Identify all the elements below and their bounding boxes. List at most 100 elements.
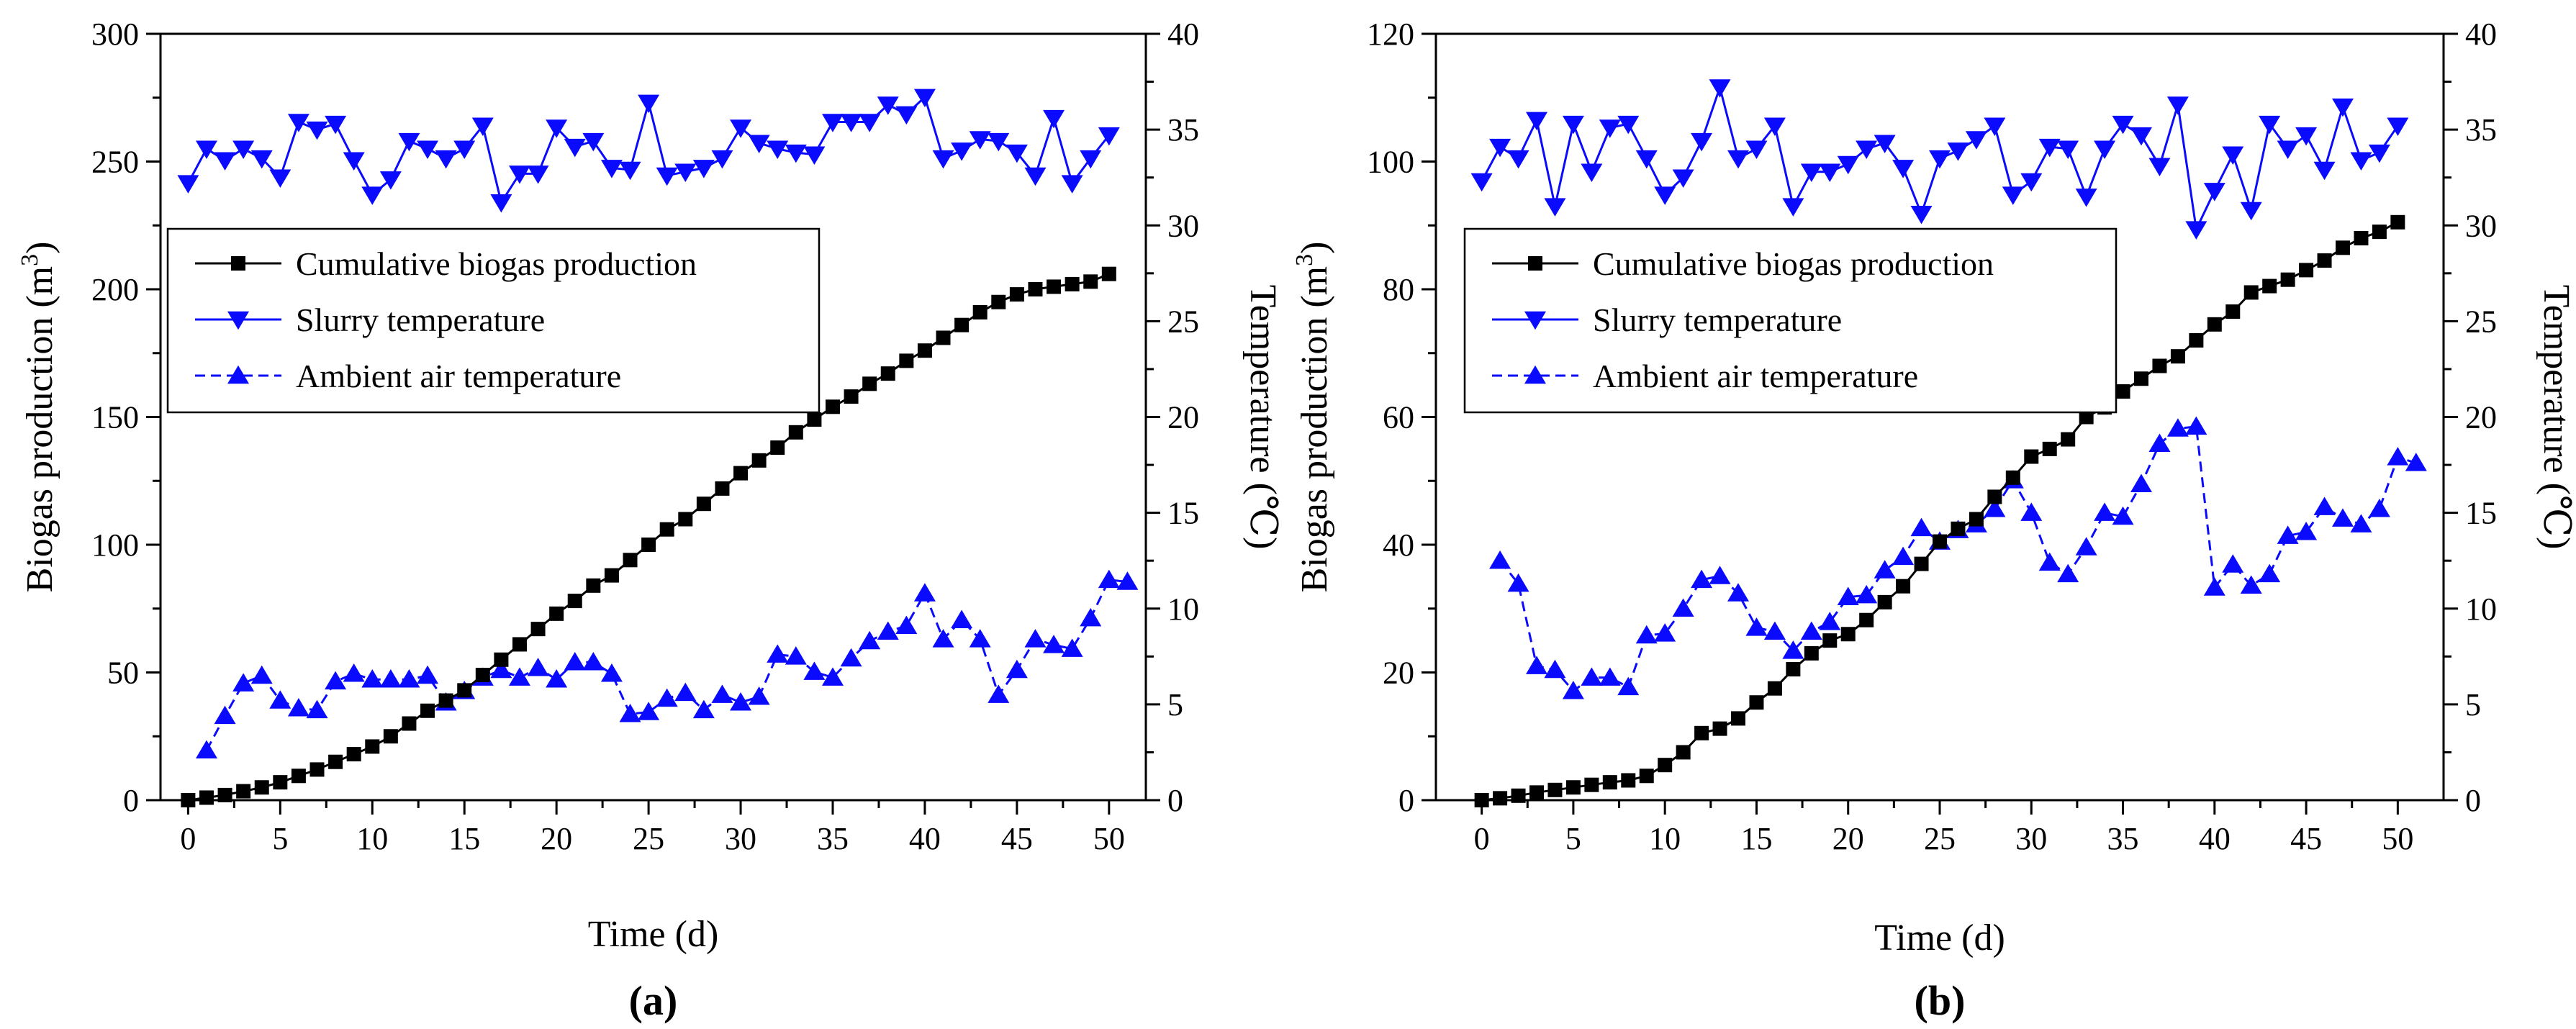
data-point: [1782, 198, 1804, 217]
data-point: [546, 669, 568, 688]
data-point: [365, 739, 380, 754]
x-tick-label: 20: [1832, 821, 1864, 856]
data-point: [711, 150, 733, 169]
data-point: [1083, 274, 1098, 289]
data-point: [2372, 225, 2387, 240]
data-point: [287, 114, 309, 132]
data-point: [1951, 521, 1966, 536]
data-point: [1507, 150, 1529, 169]
data-point: [546, 119, 568, 138]
data-point: [711, 684, 733, 703]
data-point: [527, 166, 549, 184]
data-point: [991, 294, 1006, 309]
data-point: [2317, 253, 2332, 268]
data-point: [767, 644, 789, 663]
data-point: [1969, 512, 1984, 527]
data-point: [530, 622, 546, 637]
data-point: [730, 119, 752, 138]
y-left-tick-label: 100: [1367, 145, 1414, 180]
data-point: [2313, 161, 2336, 181]
data-point: [309, 762, 325, 777]
data-point: [932, 150, 954, 169]
x-tick-label: 0: [1474, 821, 1490, 856]
y-right-tick-label: 0: [1167, 783, 1183, 818]
data-point: [913, 89, 936, 108]
data-point: [2061, 432, 2076, 447]
data-point: [2262, 278, 2277, 294]
data-point: [807, 412, 822, 427]
data-point: [549, 606, 564, 621]
y-right-tick-label: 10: [2465, 591, 2497, 627]
data-point: [751, 453, 767, 468]
y-left-tick-label: 150: [91, 400, 139, 435]
data-point: [494, 652, 509, 667]
data-point: [1658, 758, 1673, 773]
chart-panel-a: 0 5 10 15 20 25 30 35 40 45 50 0 50 100 150 200 250 300 0 5…: [17, 17, 1283, 1024]
data-point: [1910, 206, 1933, 225]
data-point: [291, 769, 306, 784]
data-point: [895, 615, 918, 634]
data-point: [1840, 627, 1856, 642]
data-point: [471, 117, 494, 137]
x-tick-label: 0: [180, 821, 196, 856]
data-point: [2405, 453, 2427, 471]
data-point: [2387, 447, 2409, 466]
data-point: [2259, 115, 2281, 135]
data-point: [821, 114, 844, 132]
x-tick-label: 50: [2382, 821, 2413, 856]
data-point: [748, 135, 770, 154]
data-point: [1024, 629, 1047, 648]
data-point: [1819, 612, 1841, 630]
data-point: [379, 171, 402, 190]
data-point: [1691, 569, 1713, 589]
y-right-axis-title: Temperature (℃): [1242, 285, 1283, 550]
y-right-axis-title: Temperature (℃): [2536, 285, 2576, 550]
data-point: [1819, 163, 1841, 182]
data-point: [325, 115, 347, 135]
data-point: [273, 775, 288, 790]
data-point: [1511, 788, 1526, 803]
data-point: [2189, 333, 2204, 348]
data-point: [2134, 371, 2148, 386]
y-right-tick-label: 35: [1167, 112, 1199, 148]
data-point: [2350, 152, 2372, 171]
data-point: [2148, 158, 2171, 176]
data-point: [343, 152, 365, 171]
data-point: [972, 304, 988, 319]
x-tick-label: 45: [2290, 821, 2322, 856]
data-point: [877, 96, 899, 115]
data-point: [2002, 186, 2024, 205]
y-left-tick-label: 200: [91, 272, 139, 307]
data-point: [2042, 441, 2057, 456]
data-point: [1782, 640, 1804, 659]
legend: Cumulative biogas production Slurry tempe…: [1463, 227, 2118, 414]
data-point: [1874, 560, 1896, 579]
data-point: [880, 366, 895, 381]
data-point: [2185, 221, 2207, 240]
data-point: [1470, 173, 1493, 192]
data-point: [1529, 785, 1544, 800]
data-point: [2350, 514, 2372, 532]
data-point: [1599, 667, 1621, 686]
data-point: [1061, 638, 1083, 657]
x-tick-label: 20: [541, 821, 572, 856]
data-point: [899, 353, 914, 368]
data-point: [2390, 214, 2405, 230]
data-point: [1859, 612, 1874, 627]
data-point: [2336, 240, 2350, 255]
data-point: [527, 658, 549, 676]
data-point: [343, 663, 365, 682]
data-point: [1562, 680, 1584, 699]
data-point: [1493, 791, 1508, 806]
data-point: [770, 440, 785, 455]
data-point: [767, 140, 789, 159]
data-point: [232, 673, 255, 692]
data-point: [785, 144, 807, 163]
y-right-tick-label: 40: [1167, 17, 1199, 52]
data-point: [988, 132, 1010, 152]
data-point: [788, 425, 803, 440]
data-point: [730, 692, 752, 711]
x-tick-label: 35: [2107, 821, 2139, 856]
data-point: [1617, 676, 1640, 696]
data-point: [1617, 115, 1640, 135]
